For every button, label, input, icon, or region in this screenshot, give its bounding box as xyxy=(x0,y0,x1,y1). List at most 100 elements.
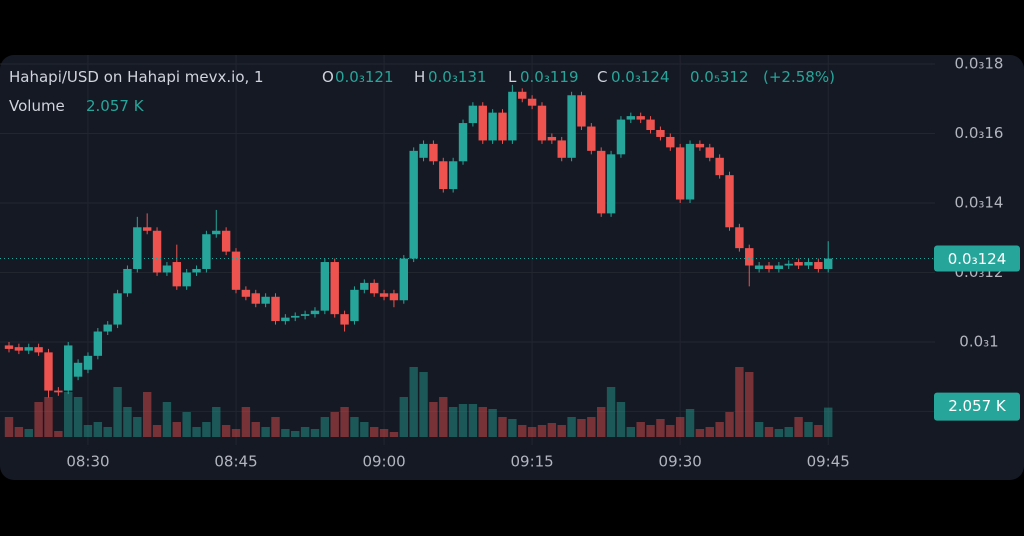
candle-body xyxy=(804,262,813,266)
candle-body xyxy=(764,265,774,269)
volume-bar xyxy=(656,419,665,437)
candle-body xyxy=(24,347,33,351)
ohlc-value: 0.0₃131 xyxy=(428,68,487,86)
volume-bar xyxy=(399,397,409,437)
candle-body xyxy=(725,175,734,228)
candle-body xyxy=(350,289,359,322)
candle-body xyxy=(626,116,636,120)
volume-bar xyxy=(123,407,132,437)
x-tick-label: 09:45 xyxy=(807,453,850,471)
candle-body xyxy=(142,227,152,231)
volume-bar xyxy=(221,425,231,437)
volume-bar xyxy=(192,427,201,437)
candle-body xyxy=(64,345,73,391)
candle-body xyxy=(221,230,231,252)
change: 0.0₅312 xyxy=(690,68,749,86)
candle-body xyxy=(320,262,330,311)
candle-body xyxy=(281,317,290,322)
volume-bar xyxy=(172,422,181,437)
volume-bar xyxy=(597,407,606,437)
candle-body xyxy=(636,116,645,120)
volume-bar xyxy=(64,392,73,437)
candle-body xyxy=(54,390,63,393)
candle-body xyxy=(103,324,112,332)
volume-bar xyxy=(212,407,221,437)
candle-body xyxy=(666,136,675,148)
y-tick-label: 0.0₃1 xyxy=(959,332,998,350)
candle-body xyxy=(123,268,132,294)
volume-bar xyxy=(24,429,33,437)
volume-bar xyxy=(439,397,448,437)
ohlc-label: C xyxy=(597,68,607,86)
volume-bar xyxy=(379,429,389,437)
candle-body xyxy=(458,123,468,162)
candle-body xyxy=(606,154,616,214)
volume-bar xyxy=(182,412,191,437)
candle-body xyxy=(547,136,557,141)
volume-bar xyxy=(715,422,724,437)
axis: 0.0₄80.0₃10.0₃120.0₃140.0₃160.0₃1808:300… xyxy=(66,54,1020,471)
candle-body xyxy=(93,331,103,356)
candle-body xyxy=(478,105,487,141)
candle-body xyxy=(14,347,24,351)
change-pct: (+2.58%) xyxy=(763,68,835,86)
candle-body xyxy=(794,262,803,266)
candle-body xyxy=(409,150,418,259)
volume-tag xyxy=(934,392,1020,421)
volume-bar xyxy=(448,407,458,437)
candle-body xyxy=(83,355,93,370)
volume-legend: Volume 2.057 K xyxy=(9,97,145,115)
volume-bar xyxy=(498,417,507,437)
volume-bar xyxy=(34,402,43,437)
volume-bar xyxy=(330,412,339,437)
candle-body xyxy=(705,147,714,158)
volume-bar xyxy=(547,423,557,437)
candle-body xyxy=(735,227,744,249)
volume-bar xyxy=(794,417,803,437)
volume-bar xyxy=(162,402,172,437)
x-tick-label: 09:15 xyxy=(510,453,553,471)
volume-bar xyxy=(133,417,142,437)
candle-body xyxy=(448,161,458,190)
candle-body xyxy=(656,130,665,137)
candle-body xyxy=(439,161,448,190)
volume-bar xyxy=(626,427,636,437)
candle-body xyxy=(577,95,586,127)
volume-bar xyxy=(409,367,418,437)
candle-body xyxy=(133,227,142,269)
candle-body xyxy=(557,140,566,158)
volume-tag-label: 2.057 K xyxy=(948,397,1007,415)
volume-bar xyxy=(83,425,93,437)
candle-body xyxy=(379,293,389,297)
volume-bar xyxy=(271,417,280,437)
candle-body xyxy=(73,362,83,377)
last-price-tag xyxy=(934,245,1020,272)
candle-body xyxy=(212,230,221,235)
volume-bar xyxy=(300,427,310,437)
candle-body xyxy=(784,263,793,266)
volume-bar xyxy=(142,392,152,437)
volume-bar xyxy=(360,422,369,437)
volume-bar xyxy=(537,425,547,437)
x-tick-label: 08:30 xyxy=(66,453,109,471)
volume-bar xyxy=(478,407,487,437)
candle-body xyxy=(468,105,478,124)
volume-bar xyxy=(735,367,744,437)
volume-bar xyxy=(291,431,300,437)
volume-bar xyxy=(73,397,83,437)
candle-body xyxy=(774,265,784,269)
candle-body xyxy=(824,258,833,269)
volume-bar xyxy=(745,372,754,437)
volume-bar xyxy=(764,427,774,437)
candle-body xyxy=(300,314,310,316)
volume-value: 2.057 K xyxy=(86,97,145,115)
candle-body xyxy=(745,248,754,266)
candle-body xyxy=(369,282,379,294)
volume-bar xyxy=(784,427,793,437)
marks xyxy=(0,84,935,437)
candle-body xyxy=(675,147,685,200)
candle-body xyxy=(715,157,724,176)
volume-bar xyxy=(675,417,685,437)
ohlc-label: L xyxy=(508,68,517,86)
last-price-label: 0.0₃124 xyxy=(948,250,1007,268)
